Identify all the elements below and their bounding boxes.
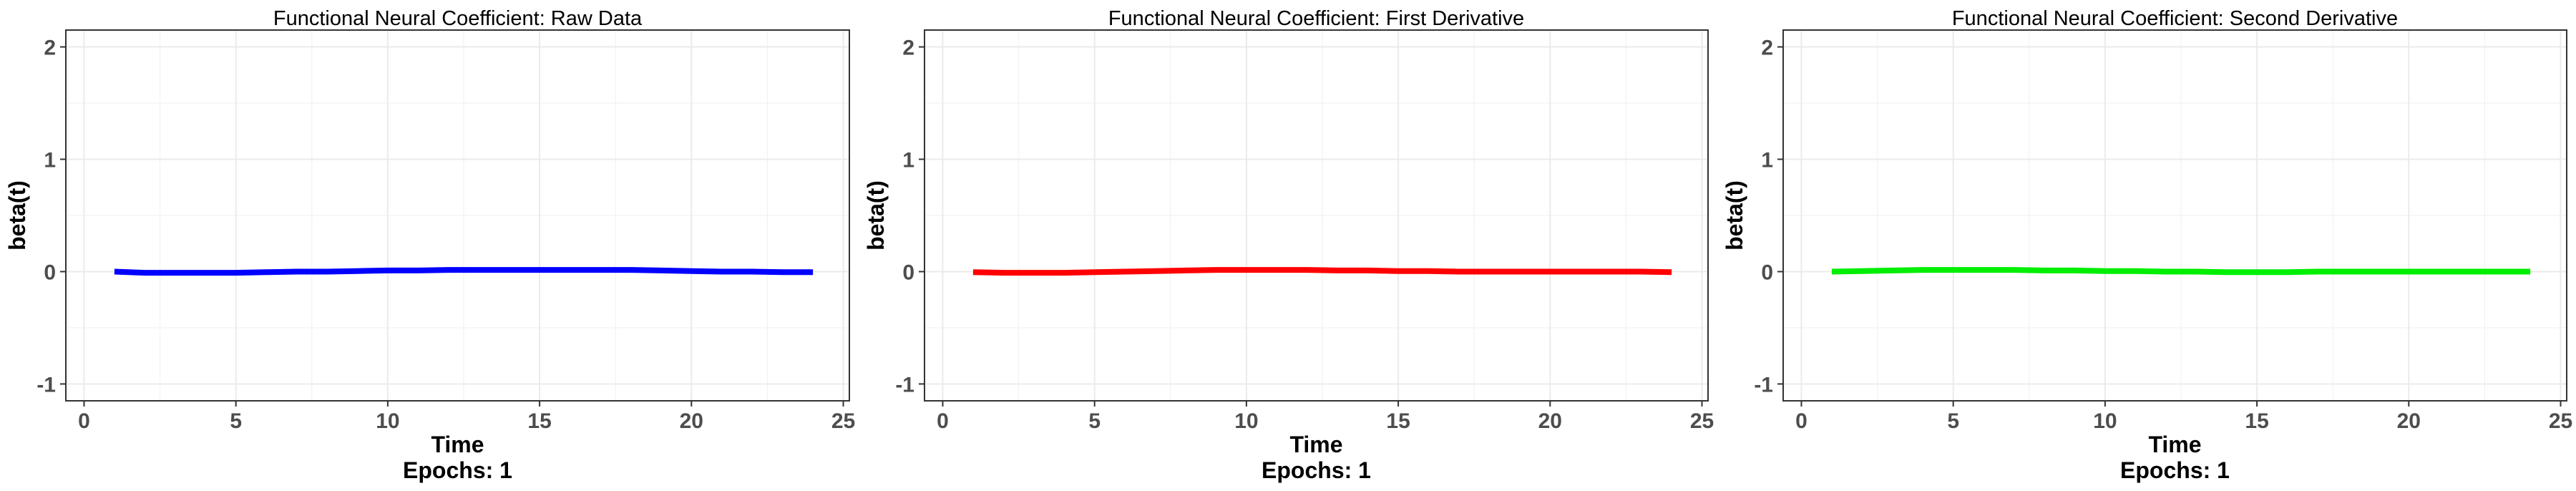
y-axis-label: beta(t)	[1722, 180, 1747, 251]
x-axis-label: Time	[1289, 432, 1342, 457]
x-tick-label: 0	[937, 409, 949, 433]
chart-title: Functional Neural Coefficient: First Der…	[1108, 7, 1524, 30]
x-axis-sublabel: Epochs: 1	[403, 457, 512, 483]
y-tick-label: 1	[1761, 149, 1773, 172]
series-line-1	[972, 267, 1672, 276]
panel-border	[1782, 29, 2567, 402]
panel-border	[65, 29, 850, 402]
x-tick-label: 20	[2397, 409, 2421, 433]
x-tick-label: 25	[2549, 409, 2572, 433]
x-tick-label: 25	[1690, 409, 1714, 433]
x-tick-label: 0	[1795, 409, 1807, 433]
x-tick-label: 5	[1947, 409, 1959, 433]
x-tick-label: 15	[2245, 409, 2268, 433]
y-tick-label: -1	[1754, 373, 1773, 397]
series-line-1	[1831, 267, 2531, 276]
x-axis-label: Time	[2148, 432, 2201, 457]
x-tick-label: 10	[2093, 409, 2117, 433]
y-tick-label: 2	[902, 37, 914, 60]
x-tick-label: 0	[78, 409, 90, 433]
x-tick-label: 5	[1088, 409, 1101, 433]
x-axis-sublabel: Epochs: 1	[1262, 457, 1371, 483]
x-tick-label: 20	[1538, 409, 1562, 433]
chart-title: Functional Neural Coefficient: Raw Data	[273, 7, 643, 30]
series-line-1	[114, 267, 814, 276]
x-axis-label: Time	[431, 432, 484, 457]
x-tick-label: 10	[376, 409, 399, 433]
y-axis-label: beta(t)	[4, 180, 30, 251]
y-tick-label: 0	[1761, 261, 1773, 284]
x-tick-label: 20	[680, 409, 703, 433]
y-tick-label: 1	[902, 149, 914, 172]
x-tick-label: 5	[230, 409, 242, 433]
x-tick-label: 15	[527, 409, 551, 433]
x-tick-label: 15	[1386, 409, 1410, 433]
y-axis-label: beta(t)	[863, 180, 889, 251]
y-tick-label: -1	[895, 373, 914, 397]
y-tick-label: -1	[36, 373, 56, 397]
y-tick-label: 1	[44, 149, 56, 172]
x-axis-sublabel: Epochs: 1	[2120, 457, 2230, 483]
y-tick-label: 0	[902, 261, 914, 284]
y-tick-label: 0	[44, 261, 56, 284]
y-tick-label: 2	[1761, 37, 1773, 60]
x-tick-label: 10	[1234, 409, 1258, 433]
x-tick-label: 25	[831, 409, 855, 433]
y-tick-label: 2	[44, 37, 56, 60]
chart-title: Functional Neural Coefficient: Second De…	[1952, 7, 2398, 30]
panel-border	[924, 29, 1709, 402]
